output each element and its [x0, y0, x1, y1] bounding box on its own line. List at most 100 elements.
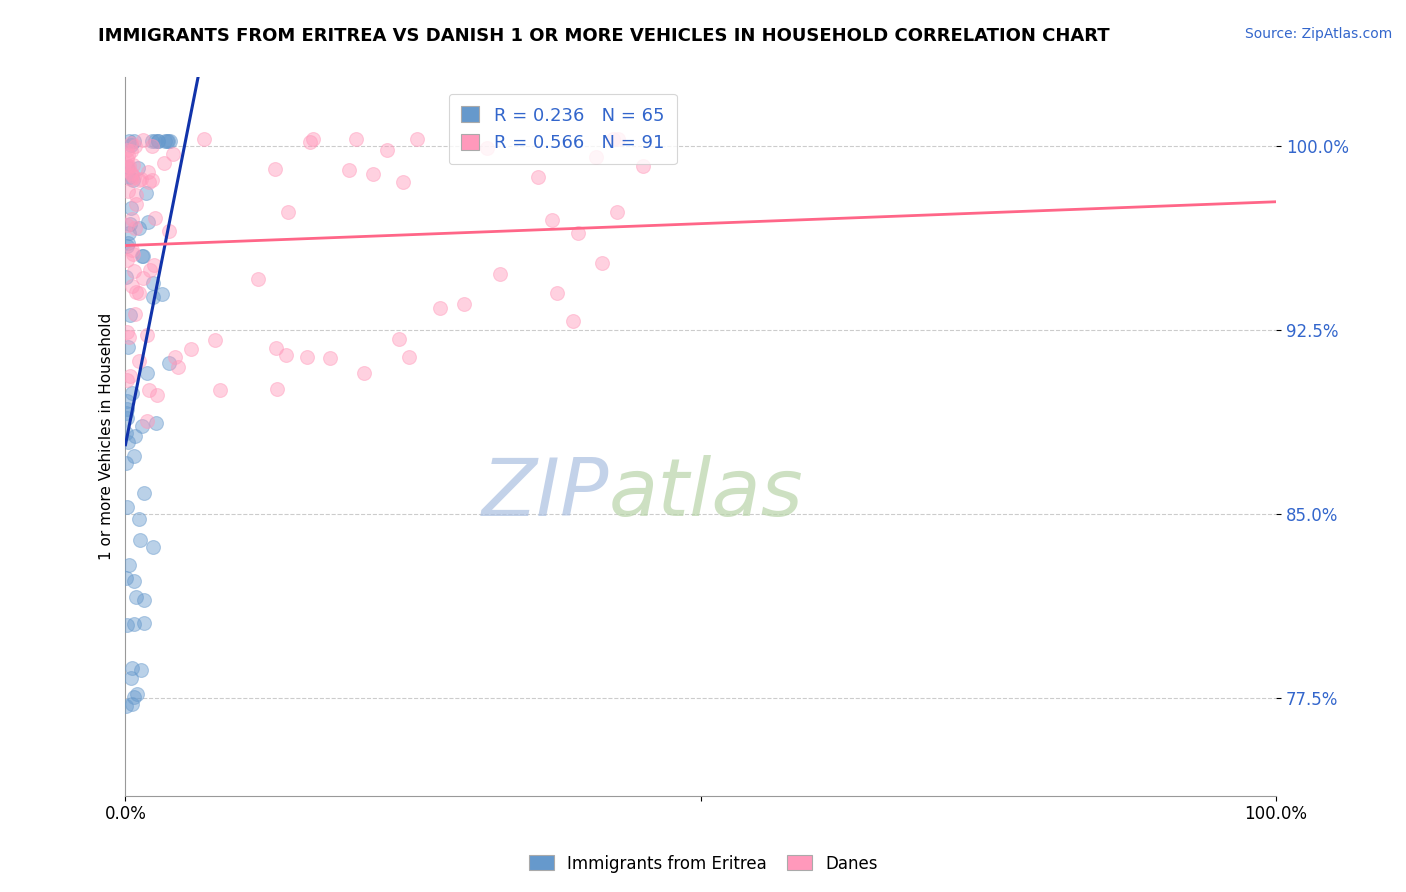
Point — [295, 350, 318, 364]
Point — [136, 215, 159, 229]
Point — [157, 134, 180, 148]
Point — [167, 359, 190, 374]
Point — [118, 558, 141, 572]
Point — [143, 211, 166, 225]
Point — [122, 449, 145, 463]
Point — [132, 486, 155, 500]
Point — [392, 175, 415, 189]
Point — [131, 249, 153, 263]
Point — [120, 201, 142, 215]
Point — [153, 134, 176, 148]
Point — [122, 690, 145, 705]
Point — [118, 308, 141, 322]
Point — [135, 366, 157, 380]
Point — [124, 307, 146, 321]
Point — [585, 150, 607, 164]
Point — [115, 698, 138, 713]
Point — [115, 425, 138, 440]
Point — [156, 134, 179, 148]
Point — [121, 243, 143, 257]
Point — [117, 500, 139, 515]
Point — [128, 511, 150, 525]
Point — [129, 663, 152, 677]
Point — [128, 220, 150, 235]
Point — [128, 353, 150, 368]
Point — [117, 236, 139, 251]
Point — [142, 276, 165, 290]
Point — [121, 279, 143, 293]
Point — [117, 340, 139, 354]
Point — [131, 249, 153, 263]
Point — [115, 269, 138, 284]
Point — [118, 160, 141, 174]
Point — [561, 314, 583, 328]
Point — [606, 204, 628, 219]
Point — [124, 169, 146, 184]
Point — [475, 141, 498, 155]
Point — [117, 161, 139, 175]
Point — [117, 147, 139, 161]
Point — [117, 184, 139, 198]
Point — [115, 158, 138, 172]
Point — [541, 213, 564, 227]
Point — [388, 332, 411, 346]
Point — [124, 187, 146, 202]
Point — [274, 348, 297, 362]
Point — [120, 136, 142, 150]
Point — [115, 252, 138, 267]
Point — [591, 256, 613, 270]
Point — [162, 147, 184, 161]
Point — [375, 144, 398, 158]
Point — [145, 388, 167, 402]
Point — [631, 159, 654, 173]
Point — [121, 386, 143, 401]
Point — [141, 173, 163, 187]
Text: atlas: atlas — [609, 455, 803, 533]
Point — [136, 413, 159, 427]
Point — [398, 350, 420, 364]
Point — [361, 167, 384, 181]
Point — [120, 671, 142, 685]
Point — [138, 175, 160, 189]
Point — [121, 661, 143, 675]
Point — [159, 134, 181, 148]
Point — [193, 132, 215, 146]
Point — [132, 270, 155, 285]
Point — [134, 593, 156, 607]
Point — [141, 134, 163, 148]
Point — [141, 139, 163, 153]
Point — [546, 285, 568, 300]
Point — [125, 590, 148, 604]
Point — [143, 258, 166, 272]
Point — [120, 144, 142, 158]
Point — [346, 132, 368, 146]
Point — [120, 369, 142, 384]
Point — [118, 217, 141, 231]
Point — [118, 134, 141, 148]
Point — [118, 169, 141, 184]
Point — [120, 172, 142, 186]
Point — [121, 212, 143, 227]
Point — [301, 132, 323, 146]
Point — [115, 143, 138, 157]
Point — [132, 616, 155, 631]
Point — [526, 169, 548, 184]
Legend: R = 0.236   N = 65, R = 0.566   N = 91: R = 0.236 N = 65, R = 0.566 N = 91 — [449, 94, 676, 164]
Point — [319, 351, 342, 366]
Point — [115, 373, 138, 387]
Point — [146, 134, 169, 148]
Point — [157, 224, 180, 238]
Point — [124, 139, 146, 153]
Point — [117, 226, 139, 240]
Point — [122, 134, 145, 148]
Point — [115, 406, 138, 420]
Point — [115, 402, 138, 417]
Point — [246, 271, 269, 285]
Point — [115, 152, 138, 166]
Point — [152, 287, 174, 301]
Point — [353, 366, 375, 380]
Point — [125, 688, 148, 702]
Point — [124, 285, 146, 300]
Point — [337, 163, 360, 178]
Text: Source: ZipAtlas.com: Source: ZipAtlas.com — [1244, 27, 1392, 41]
